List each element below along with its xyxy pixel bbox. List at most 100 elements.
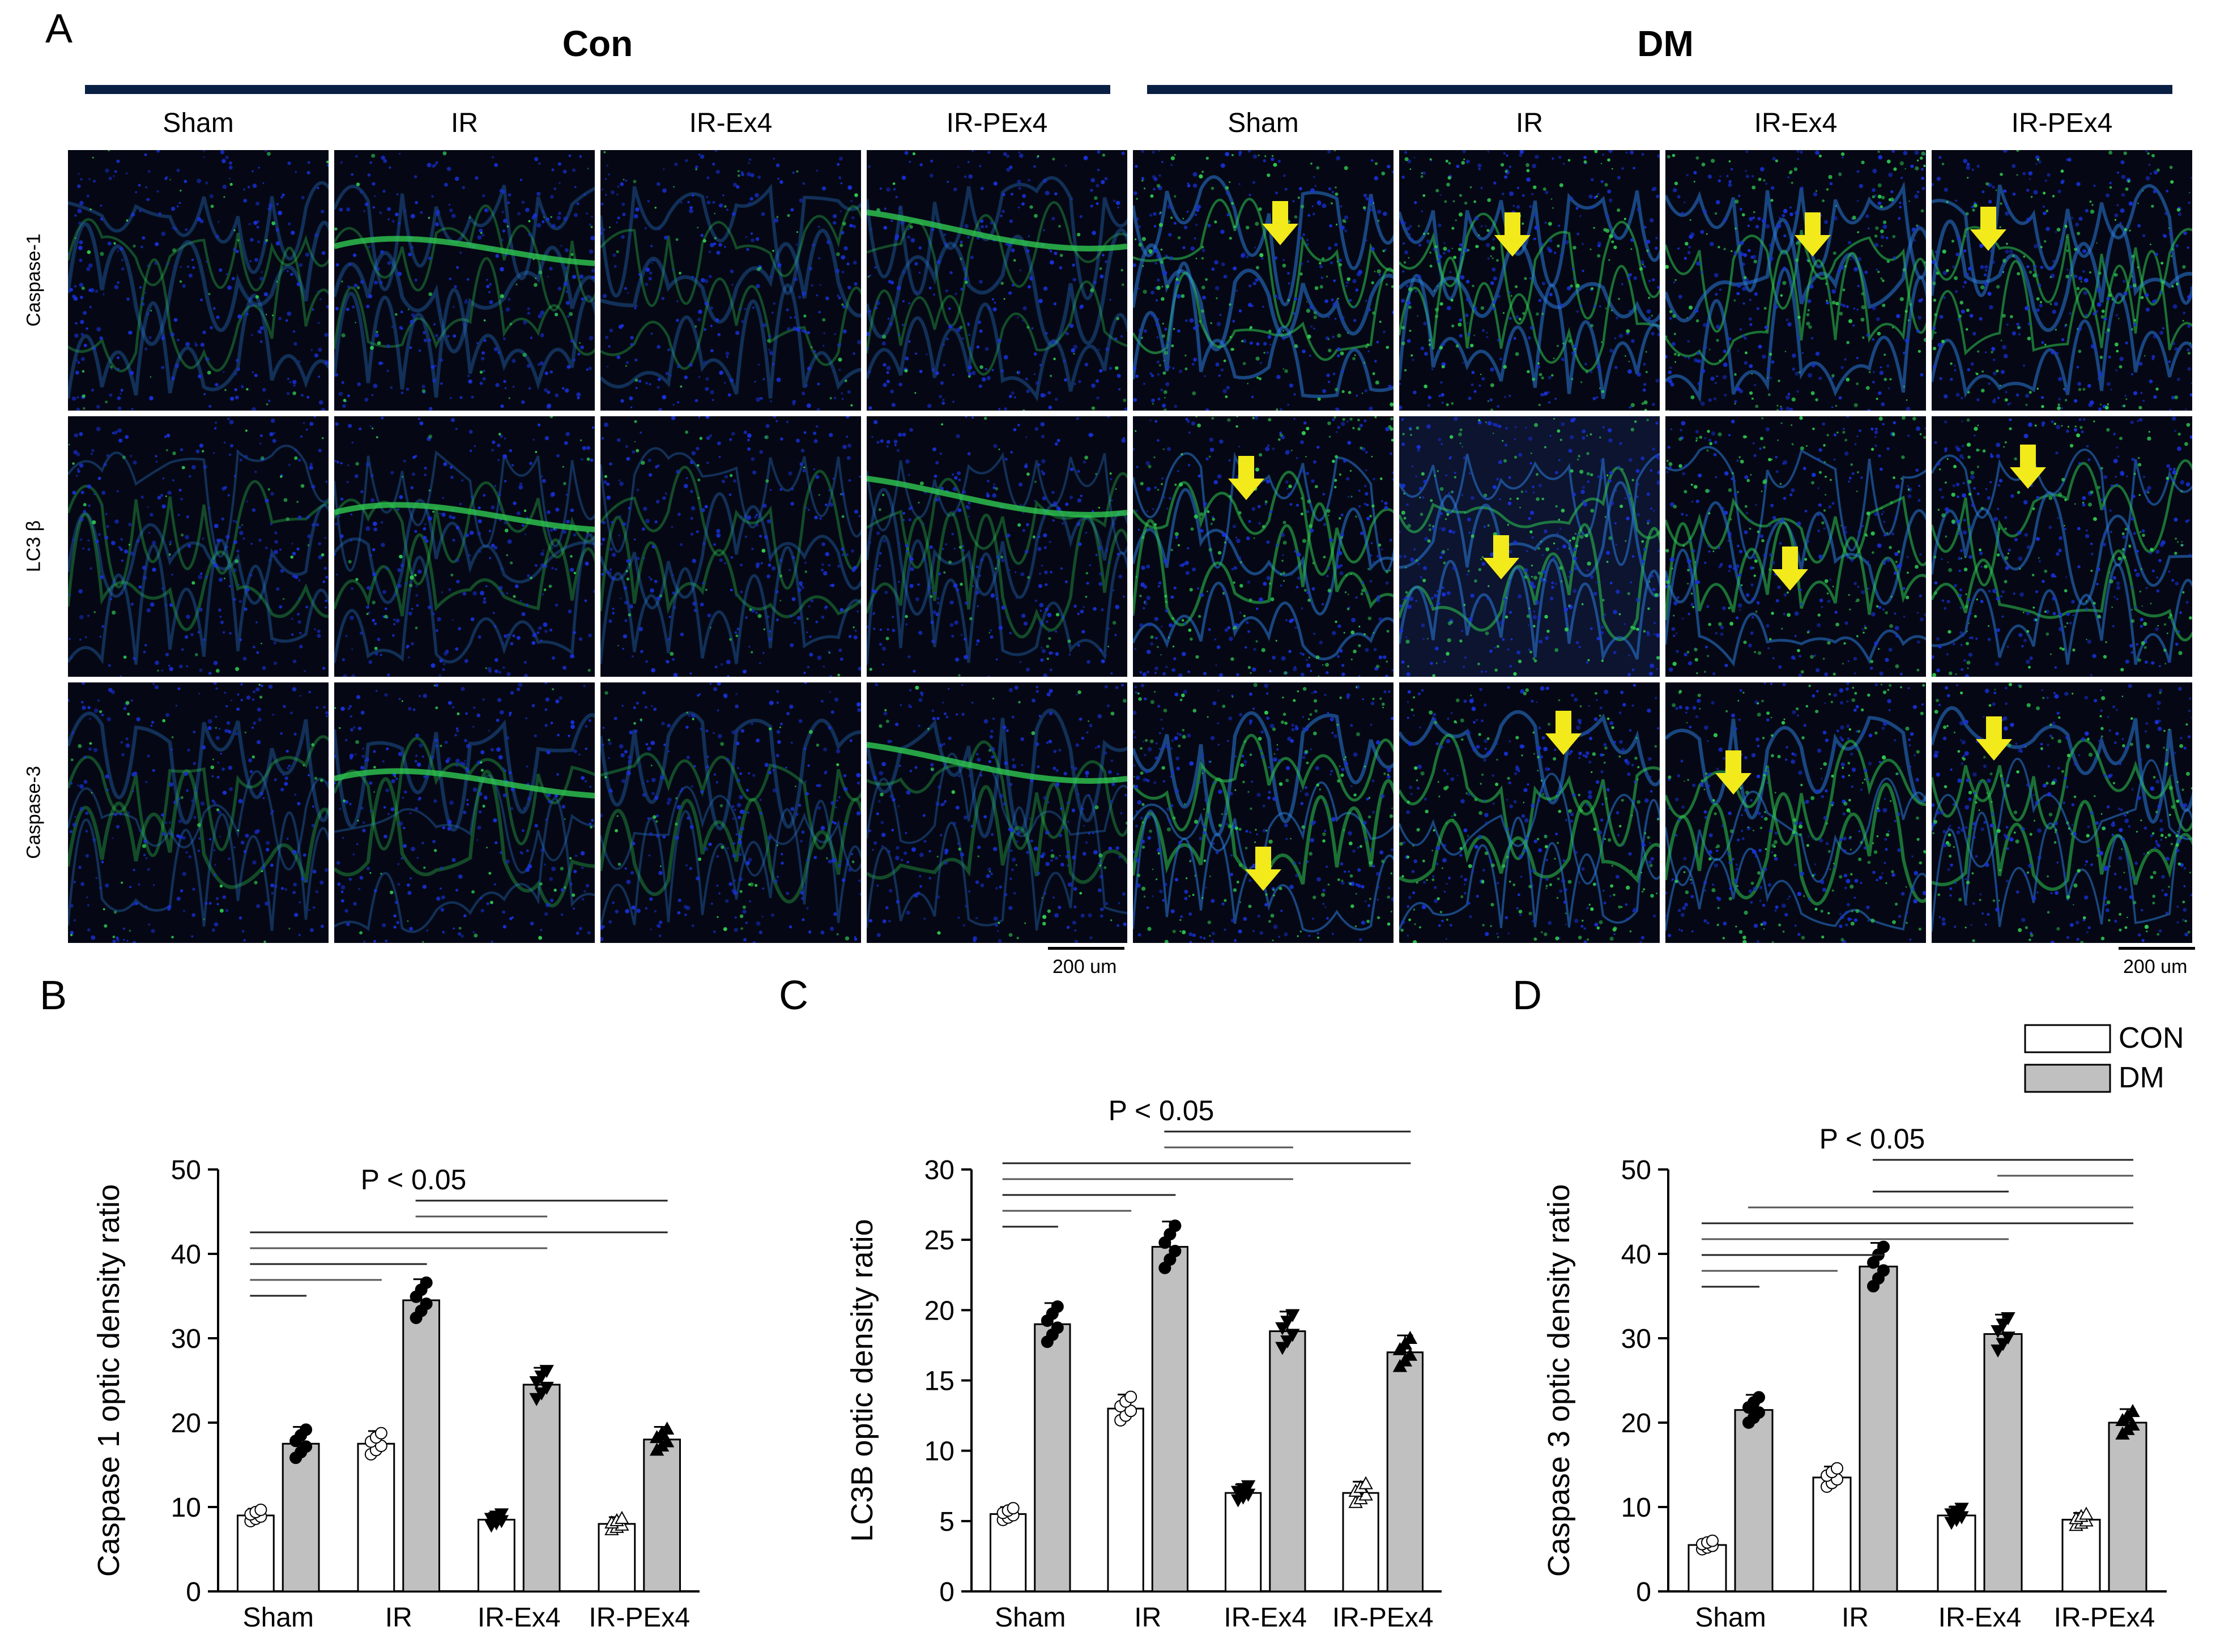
- y-tick-label: 20: [1621, 1408, 1651, 1438]
- yellow-arrow-icon: [1715, 750, 1752, 795]
- y-tick-label: 25: [924, 1226, 954, 1256]
- bar-dm: [522, 1384, 561, 1593]
- yellow-arrow-icon: [1245, 847, 1281, 891]
- data-point: [494, 1508, 509, 1522]
- data-point: [1051, 1321, 1064, 1334]
- y-axis-label: LC3B optic density ratio: [845, 1219, 879, 1542]
- data-point: [420, 1297, 433, 1310]
- data-point: [1954, 1502, 1969, 1516]
- bar-dm: [402, 1299, 440, 1593]
- micrograph-tile: [867, 416, 1127, 677]
- data-point: [1275, 1322, 1290, 1335]
- row-label-0: Caspase-1: [23, 233, 45, 327]
- x-tick-label: IR: [385, 1603, 412, 1633]
- x-tick-label: Sham: [995, 1603, 1066, 1633]
- micrograph-tile: [600, 416, 861, 677]
- micrograph-tile: [1932, 682, 2192, 943]
- y-tick-label: 20: [924, 1296, 954, 1326]
- legend-swatch-con: [2024, 1024, 2111, 1053]
- data-point: [374, 1427, 387, 1440]
- data-point: [1285, 1329, 1300, 1342]
- legend-label-con: CON: [2119, 1022, 2184, 1055]
- data-point: [1996, 1338, 2010, 1351]
- column-label-sham: Sham: [163, 108, 234, 138]
- row-label-1: LC3 β: [23, 520, 45, 573]
- micrograph-tile: [1133, 416, 1393, 677]
- data-point: [1877, 1240, 1890, 1253]
- bar-dm: [643, 1438, 681, 1593]
- data-point: [1996, 1318, 2010, 1332]
- data-point: [1275, 1342, 1290, 1355]
- panel-letter: B: [40, 973, 67, 1018]
- yellow-arrow-icon: [1795, 212, 1831, 257]
- yellow-arrow-icon: [1772, 547, 1808, 591]
- data-point: [300, 1423, 313, 1436]
- data-point: [539, 1381, 554, 1395]
- column-label-ir: IR: [1516, 108, 1543, 138]
- micrograph-tile: [600, 150, 861, 411]
- column-label-ir-ex4: IR-Ex4: [689, 108, 773, 138]
- x-tick-label: Sham: [243, 1603, 314, 1633]
- data-point: [1358, 1476, 1373, 1489]
- micrograph-tile: [68, 150, 329, 411]
- x-tick-label: IR-Ex4: [1938, 1603, 2022, 1633]
- significance-label: P < 0.05: [1819, 1123, 1925, 1155]
- bar-dm: [1151, 1246, 1188, 1593]
- data-point: [1403, 1330, 1418, 1344]
- bar-charts: B Caspase 1 optic density ratio 0 10 20 30 40 5…: [40, 973, 2184, 1633]
- micrograph-tile: [1665, 416, 1926, 677]
- micrograph-tile: [334, 682, 595, 943]
- data-point: [1285, 1309, 1300, 1322]
- y-tick-label: 0: [186, 1577, 201, 1607]
- micrograph-tile: [1399, 682, 1660, 943]
- x-tick-label: Sham: [1695, 1603, 1766, 1633]
- scale-bar-dm: [2119, 947, 2195, 950]
- micrograph-tile: [1665, 682, 1926, 943]
- x-tick-label: IR-PEx4: [1332, 1603, 1434, 1633]
- data-point: [1753, 1406, 1765, 1419]
- yellow-arrow-icon: [1970, 207, 2006, 251]
- y-axis-label: Caspase 1 optic density ratio: [92, 1184, 126, 1577]
- yellow-arrow-icon: [1228, 456, 1264, 500]
- micrograph-tile: [600, 682, 861, 943]
- data-point: [1280, 1316, 1295, 1329]
- yellow-arrow-icon: [1483, 535, 1519, 579]
- micrograph-tile: [1399, 416, 1660, 677]
- scale-bar-con: [1048, 947, 1124, 950]
- data-point: [1007, 1502, 1020, 1515]
- panel-letter: D: [1512, 973, 1542, 1018]
- bar-con: [1342, 1492, 1379, 1593]
- y-tick-label: 30: [924, 1155, 954, 1185]
- x-tick-label: IR: [1134, 1603, 1161, 1633]
- data-point: [659, 1422, 675, 1435]
- x-tick-label: IR-PEx4: [2054, 1603, 2155, 1633]
- micrograph-tile: [867, 682, 1127, 943]
- data-point: [1124, 1390, 1137, 1403]
- micrograph-tile: [1399, 150, 1660, 411]
- data-point: [1358, 1487, 1373, 1501]
- y-tick-label: 5: [939, 1507, 954, 1537]
- data-point: [2125, 1417, 2140, 1431]
- data-point: [1169, 1219, 1182, 1232]
- scale-bar-label-dm: 200 um: [2123, 956, 2188, 977]
- significance-label: P < 0.05: [361, 1164, 467, 1196]
- data-point: [659, 1434, 675, 1448]
- x-tick-label: IR-Ex4: [478, 1603, 561, 1633]
- data-point: [2125, 1404, 2140, 1418]
- column-label-ir-pex4: IR-PEx4: [946, 108, 1048, 138]
- y-tick-label: 10: [171, 1493, 201, 1523]
- y-axis-label: Caspase 3 optic density ratio: [1542, 1184, 1576, 1577]
- micrograph-tile: [68, 682, 329, 943]
- legend-label-dm: DM: [2119, 1061, 2164, 1094]
- data-point: [2001, 1312, 2015, 1326]
- bar-con: [990, 1513, 1027, 1593]
- bar-con: [1107, 1407, 1144, 1593]
- scale-bar-label-con: 200 um: [1052, 956, 1117, 977]
- yellow-arrow-icon: [1545, 711, 1582, 755]
- y-tick-label: 30: [1621, 1324, 1651, 1354]
- data-point: [1124, 1405, 1137, 1418]
- group-title-dm: DM: [1637, 23, 1694, 64]
- x-tick-label: IR: [1842, 1603, 1869, 1633]
- y-tick-label: 50: [1621, 1155, 1651, 1185]
- column-label-ir-ex4: IR-Ex4: [1754, 108, 1838, 138]
